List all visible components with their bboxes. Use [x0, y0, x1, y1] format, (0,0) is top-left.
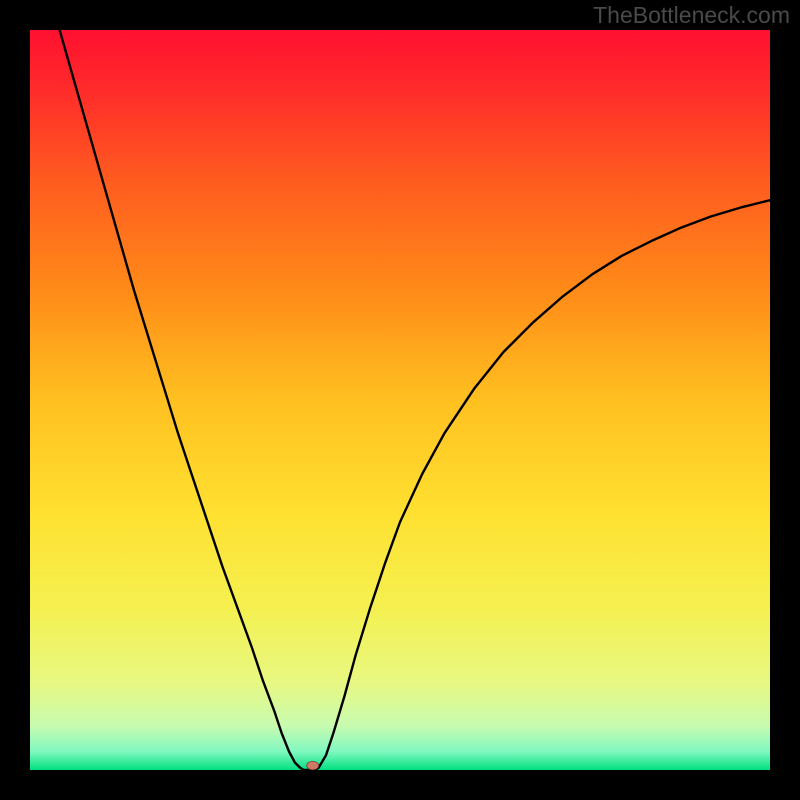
watermark-label: TheBottleneck.com: [593, 2, 790, 29]
gradient-background: [30, 30, 770, 770]
optimum-marker: [307, 761, 319, 769]
bottleneck-chart: [0, 0, 800, 800]
chart-container: TheBottleneck.com: [0, 0, 800, 800]
